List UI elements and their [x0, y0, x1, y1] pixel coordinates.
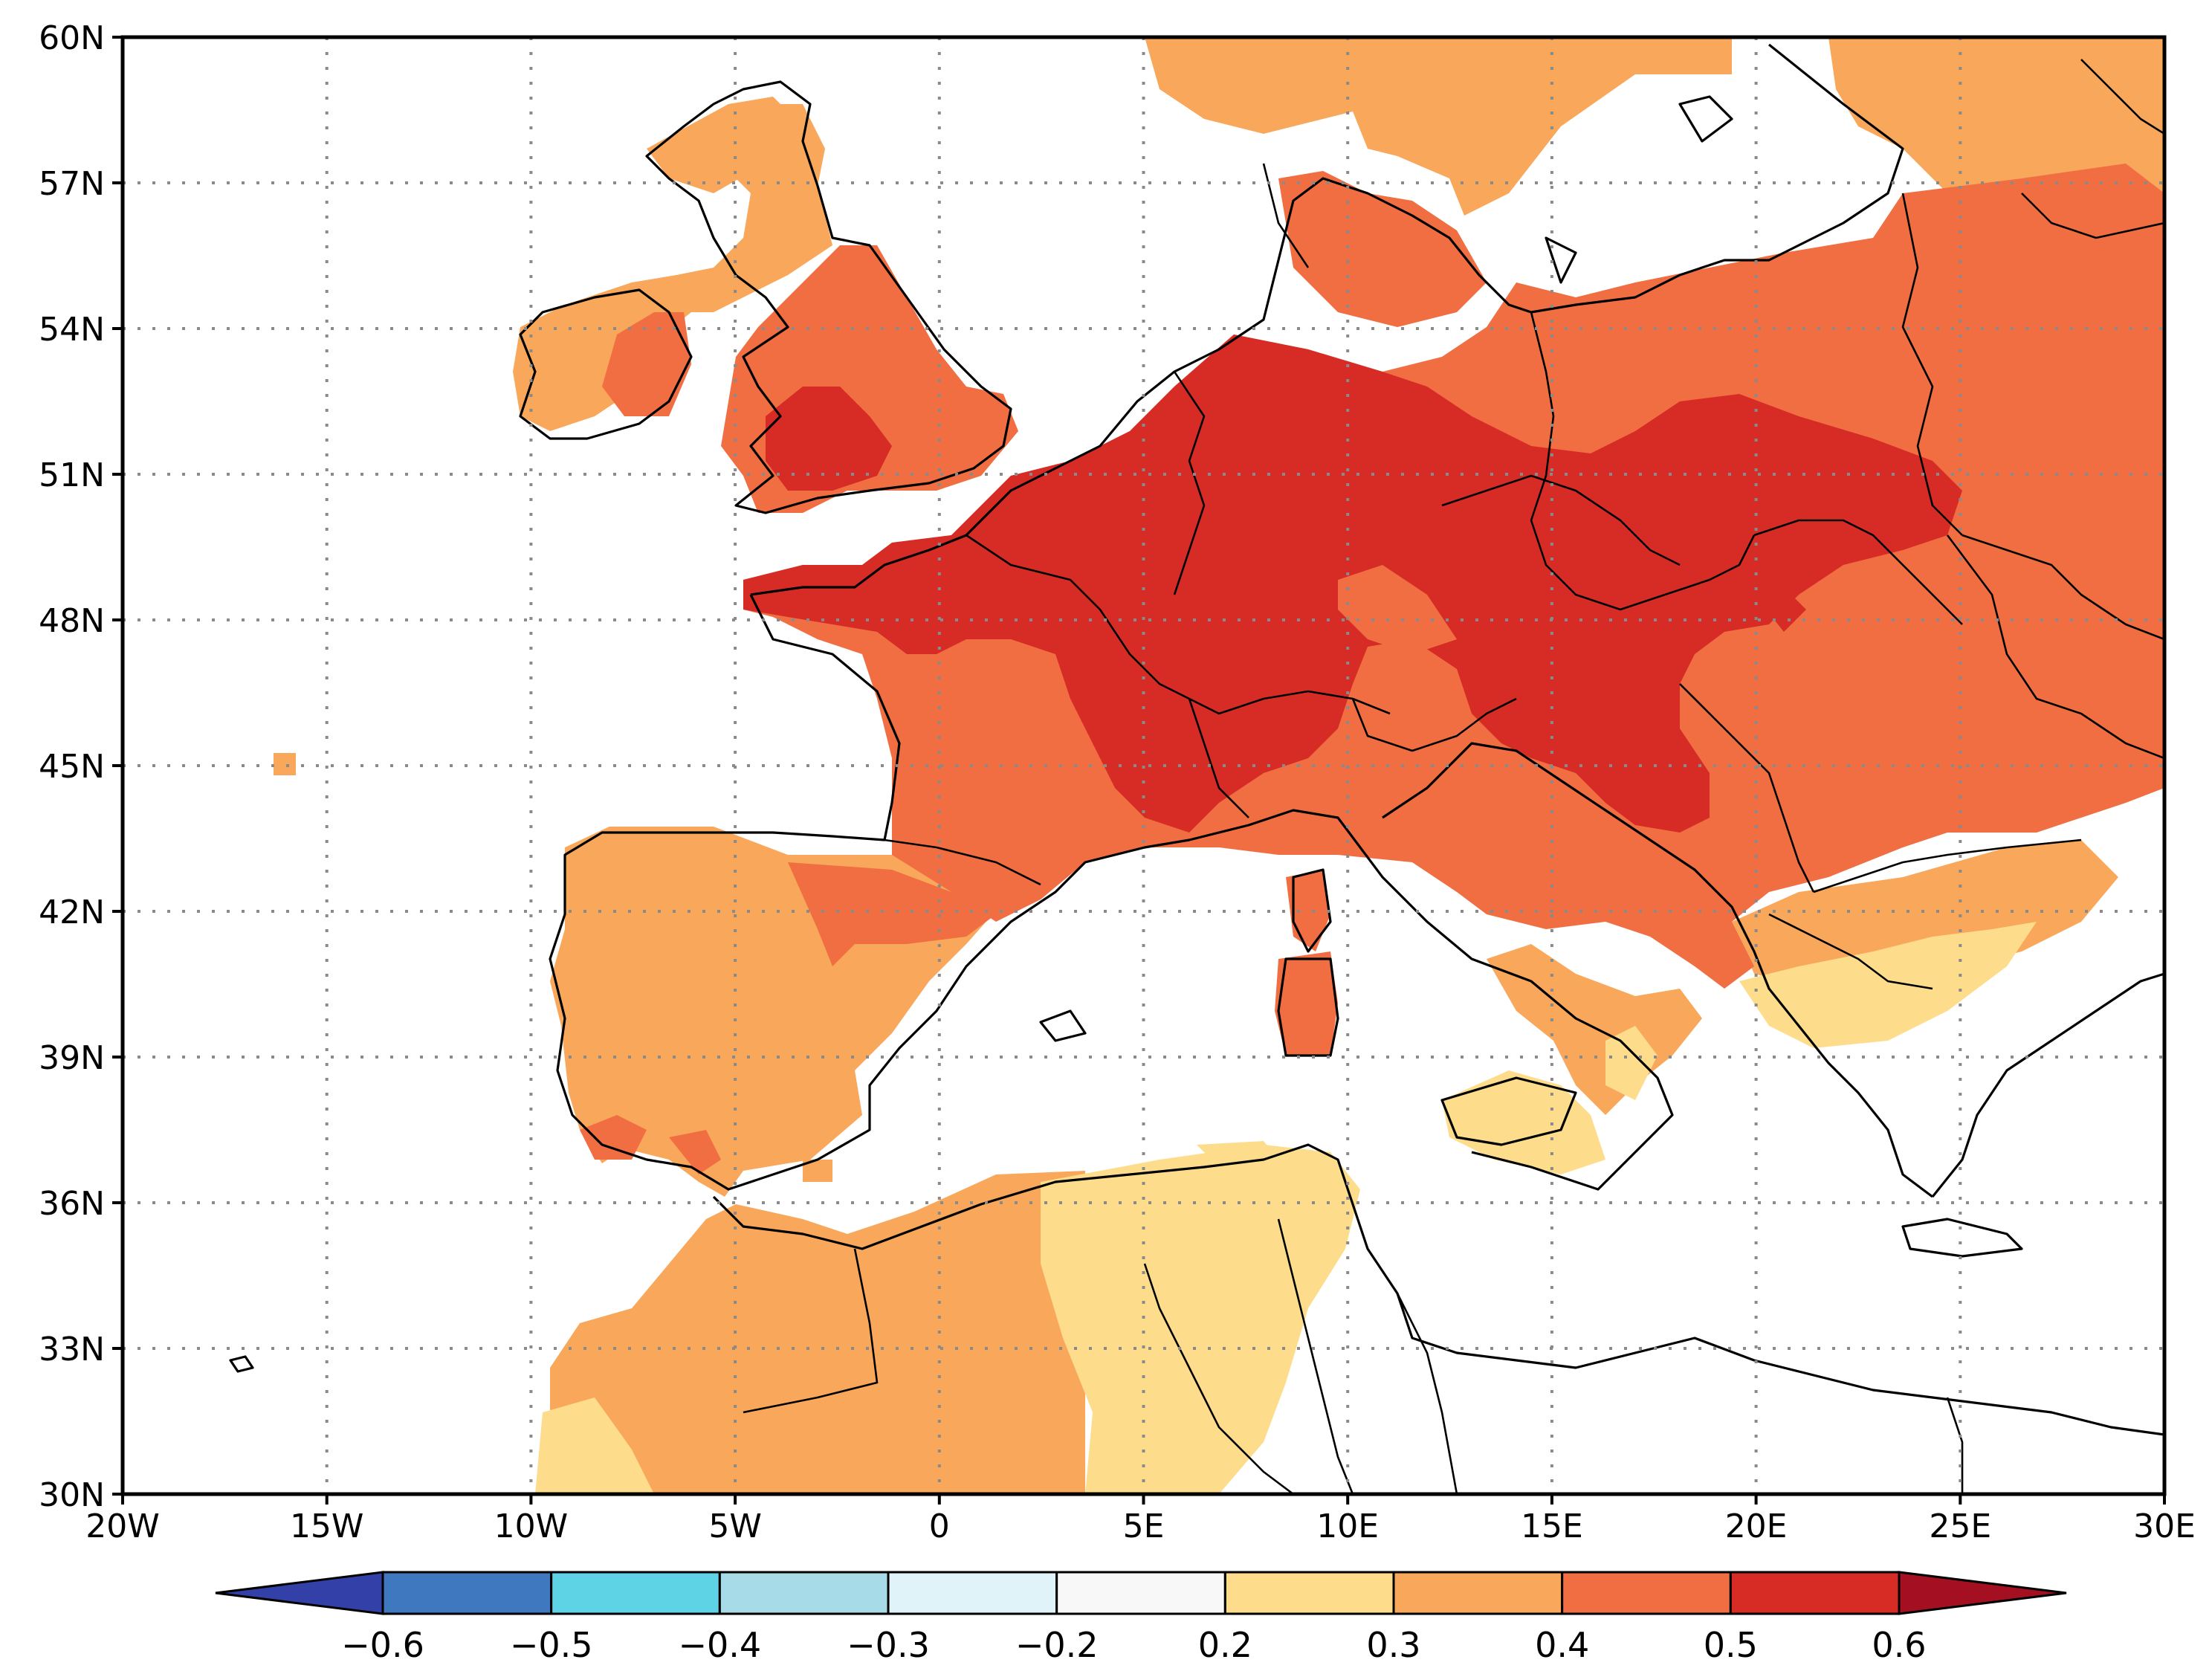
colorbar-box-5 — [1223, 1571, 1395, 1615]
lat-label-5: 45N — [39, 748, 105, 786]
colorbar-label-3: −0.3 — [847, 1625, 930, 1665]
lon-label-2: 10W — [494, 1507, 569, 1545]
lon-label-7: 15E — [1521, 1507, 1583, 1545]
lon-label-9: 25E — [1929, 1507, 1991, 1545]
lat-label-9: 57N — [39, 165, 105, 203]
lon-label-10: 30E — [2133, 1507, 2196, 1545]
colorbar-label-7: 0.4 — [1535, 1625, 1589, 1665]
colorbar-box-8 — [1729, 1571, 1901, 1615]
gridlines — [123, 37, 2164, 1494]
country-borders — [743, 59, 2164, 1494]
lon-label-6: 10E — [1316, 1507, 1379, 1545]
lat-label-3: 39N — [39, 1039, 105, 1077]
lon-label-0: 20W — [85, 1507, 160, 1545]
colorbar-label-6: 0.3 — [1366, 1625, 1420, 1665]
lat-label-4: 42N — [39, 893, 105, 931]
lat-label-0: 30N — [39, 1476, 105, 1514]
colorbar-label-2: −0.4 — [678, 1625, 761, 1665]
colorbar-box-2 — [718, 1571, 890, 1615]
colorbar-box-1 — [550, 1571, 721, 1615]
lon-label-5: 5E — [1123, 1507, 1165, 1545]
colorbar: −0.6 −0.5 −0.4 −0.3 −0.2 0.2 0.3 0.4 0.5 0.6 — [215, 1571, 2067, 1665]
lon-label-4: 0 — [929, 1507, 950, 1545]
colorbar-label-9: 0.6 — [1872, 1625, 1926, 1665]
lat-label-2: 36N — [39, 1185, 105, 1223]
lat-label-6: 48N — [39, 602, 105, 640]
colorbar-box-3 — [887, 1571, 1058, 1615]
lon-label-8: 20E — [1725, 1507, 1788, 1545]
colorbar-box-6 — [1392, 1571, 1564, 1615]
lat-label-10: 60N — [39, 19, 105, 57]
lon-label-1: 15W — [290, 1507, 364, 1545]
lon-label-3: 5W — [708, 1507, 762, 1545]
lat-label-1: 33N — [39, 1331, 105, 1368]
lat-label-7: 51N — [39, 456, 105, 494]
colorbar-label-8: 0.5 — [1704, 1625, 1758, 1665]
axis-ticks: 20W 15W 10W 5W 0 5E 10E 15E 20E 25E 30E 30N 33N 36N 39… — [39, 19, 2196, 1545]
map-panel: 20W 15W 10W 5W 0 5E 10E 15E 20E 25E 30E 30N 33N 36N 39… — [39, 19, 2196, 1545]
colorbar-label-4: −0.2 — [1015, 1625, 1099, 1665]
colorbar-box-4 — [1055, 1571, 1226, 1615]
colorbar-box-0 — [381, 1571, 553, 1615]
colorbar-label-5: 0.2 — [1198, 1625, 1252, 1665]
colorbar-box-7 — [1561, 1571, 1732, 1615]
colorbar-label-1: −0.5 — [510, 1625, 593, 1665]
colorbar-label-0: −0.6 — [341, 1625, 424, 1665]
colorbar-high-arrow — [1898, 1571, 2067, 1615]
shading-0.2-0.3 — [535, 922, 2037, 1494]
lat-label-8: 54N — [39, 311, 105, 349]
